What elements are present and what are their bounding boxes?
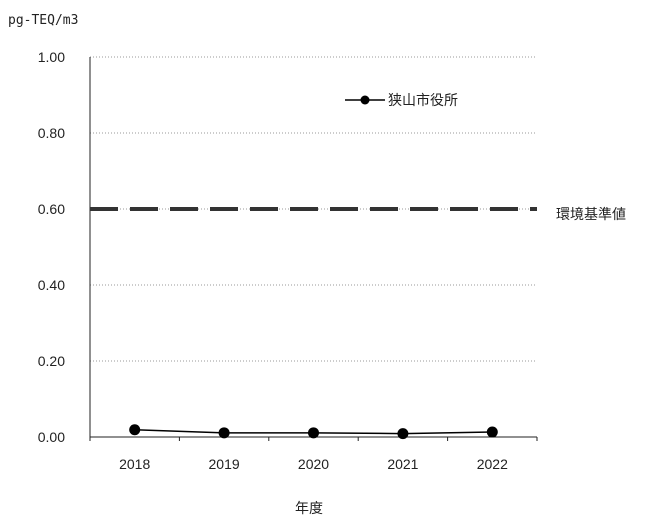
reference-line-label: 環境基準値 [556, 206, 626, 223]
y-tick-labels: 0.00 0.20 0.40 0.60 0.80 1.00 [38, 49, 65, 445]
series-layer [129, 424, 498, 440]
data-point [486, 426, 498, 438]
y-tick-label: 0.60 [38, 201, 65, 217]
y-tick-label: 0.20 [38, 353, 65, 369]
data-point [218, 427, 230, 439]
y-tick-label: 0.80 [38, 125, 65, 141]
legend-marker [360, 95, 370, 105]
x-ticks: 2018 2019 2020 2021 2022 [89, 437, 538, 472]
data-point [397, 428, 409, 440]
y-unit-label: pg-TEQ/m3 [8, 13, 78, 28]
x-tick-label: 2019 [209, 456, 240, 472]
x-tick-label: 2018 [119, 456, 150, 472]
x-tick-label: 2021 [387, 456, 418, 472]
y-tick-label: 0.40 [38, 277, 65, 293]
x-tick-label: 2022 [477, 456, 508, 472]
data-point [129, 424, 141, 436]
x-tick-label: 2020 [298, 456, 329, 472]
legend-label: 狭山市役所 [388, 92, 458, 109]
y-tick-label: 0.00 [38, 429, 65, 445]
y-tick-label: 1.00 [38, 49, 65, 65]
data-point [308, 427, 319, 439]
x-axis-label: 年度 [295, 501, 323, 517]
legend: 狭山市役所 [345, 92, 458, 109]
